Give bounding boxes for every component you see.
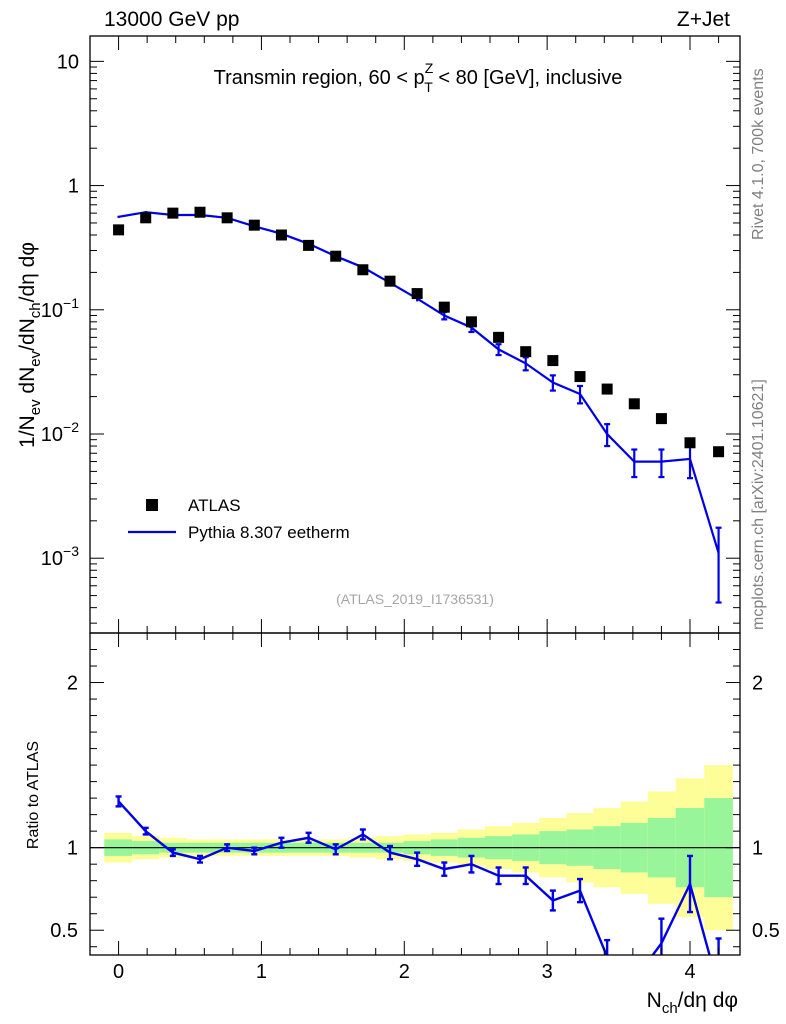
ratio-error-bar bbox=[359, 828, 366, 841]
main-panel: 10 1 10−1 10−2 10−3 Transmin region, 60 < pZ… bbox=[16, 35, 741, 634]
legend-entry-pythia: Pythia 8.307 eetherm bbox=[188, 523, 350, 542]
ratio-error-bar bbox=[414, 851, 421, 868]
chart-title: Transmin region, 60 < pZ T < 80 [GeV], in… bbox=[214, 60, 623, 95]
ratio-y-axis-label: Ratio to ATLAS bbox=[25, 741, 42, 849]
x-tick-label: 1 bbox=[256, 961, 267, 983]
ratio-error-bar bbox=[441, 861, 448, 877]
collision-energy-label: 13000 GeV pp bbox=[104, 8, 239, 31]
ratio-frame bbox=[89, 632, 741, 956]
ratio-y-tick-label-right: 0.5 bbox=[752, 920, 780, 942]
atlas-data-point bbox=[713, 446, 725, 458]
atlas-data-point bbox=[684, 437, 696, 449]
ratio-x-ticks: 0 1 2 3 4 bbox=[89, 633, 720, 983]
ratio-error-bar bbox=[251, 846, 258, 856]
mc-error-bar bbox=[687, 443, 693, 480]
atlas-data-point bbox=[330, 250, 342, 262]
main-y-ticks: 10 1 10−1 10−2 10−3 bbox=[41, 51, 740, 624]
atlas-data-point bbox=[628, 398, 640, 410]
atlas-data-point bbox=[411, 288, 423, 300]
ratio-error-bar bbox=[631, 960, 637, 988]
atlas-data-point bbox=[465, 316, 477, 328]
analysis-id-label: (ATLAS_2019_I1736531) bbox=[336, 591, 494, 607]
x-tick-label: 3 bbox=[542, 961, 553, 983]
ratio-panel: 0.5 0.5 1 1 2 2 0 1 2 3 4 Ratio to ATLAS Nch/dη d… bbox=[25, 632, 780, 1017]
main-y-axis-label: 1/Nev dNev/dNch/dη dφ bbox=[16, 242, 44, 448]
atlas-data-point bbox=[520, 346, 532, 358]
mcplots-label: mcplots.cern.ch [arXiv:2401.10621] bbox=[750, 379, 767, 630]
main-frame bbox=[89, 35, 741, 634]
main-y-tick-label: 1 bbox=[68, 176, 79, 198]
ratio-error-bar bbox=[715, 937, 722, 955]
ratio-error-bar bbox=[142, 826, 149, 836]
atlas-data-point bbox=[140, 212, 152, 224]
main-y-tick-label: 10 bbox=[57, 51, 79, 73]
atlas-data-point bbox=[655, 413, 667, 425]
x-tick-label: 2 bbox=[399, 961, 410, 983]
ratio-error-bar bbox=[305, 831, 312, 844]
atlas-data-point bbox=[248, 219, 260, 231]
atlas-data-point bbox=[438, 301, 450, 313]
x-tick-label: 4 bbox=[684, 961, 695, 983]
atlas-data-point bbox=[167, 207, 179, 219]
mc-error-bar bbox=[604, 423, 611, 448]
legend: ATLAS Pythia 8.307 eetherm bbox=[128, 496, 350, 542]
rivet-version-label: Rivet 4.1.0, 700k events bbox=[750, 68, 767, 240]
ratio-error-bar bbox=[197, 854, 203, 864]
main-y-tick-label: 10−2 bbox=[41, 419, 79, 446]
atlas-data-point bbox=[493, 331, 505, 343]
main-series-layer bbox=[113, 206, 725, 604]
mc-error-bar bbox=[549, 374, 556, 392]
ratio-error-bar bbox=[387, 844, 393, 861]
ratio-y-tick-label-left: 1 bbox=[67, 838, 78, 860]
ratio-error-bar bbox=[115, 795, 122, 808]
atlas-data-point bbox=[547, 355, 559, 367]
ratio-error-bar bbox=[549, 889, 556, 912]
ratio-y-ticks: 0.5 0.5 1 1 2 2 bbox=[50, 632, 780, 948]
atlas-data-point bbox=[221, 212, 233, 224]
ratio-error-bar bbox=[278, 836, 285, 849]
ratio-error-bar bbox=[522, 866, 529, 886]
mc-error-bar bbox=[658, 448, 665, 479]
atlas-data-point bbox=[357, 264, 369, 276]
atlas-data-point bbox=[275, 229, 287, 241]
legend-entry-atlas: ATLAS bbox=[188, 496, 241, 515]
atlas-data-point bbox=[303, 239, 315, 251]
ratio-y-tick-label-right: 1 bbox=[752, 838, 763, 860]
atlas-data-point bbox=[113, 224, 125, 236]
mc-error-bar bbox=[495, 343, 502, 357]
mc-error-bar bbox=[715, 526, 722, 604]
ratio-series-layer bbox=[115, 795, 722, 988]
legend-data-marker bbox=[146, 499, 158, 511]
main-x-ticks bbox=[89, 36, 720, 633]
atlas-data-point bbox=[574, 371, 586, 383]
atlas-data-point bbox=[194, 206, 206, 218]
x-axis-label: Nch/dη dφ bbox=[647, 989, 738, 1017]
ratio-error-bar bbox=[332, 843, 339, 856]
main-y-tick-label: 10−3 bbox=[41, 543, 79, 570]
mc-error-bar bbox=[577, 384, 583, 405]
ratio-error-bar bbox=[577, 877, 583, 904]
ratio-error-bar bbox=[495, 866, 502, 886]
ratio-error-bar bbox=[658, 917, 665, 955]
mc-error-bar bbox=[522, 356, 529, 372]
ratio-error-bar bbox=[687, 854, 693, 914]
ratio-error-bar bbox=[224, 843, 231, 853]
ratio-y-tick-label-left: 0.5 bbox=[50, 920, 78, 942]
atlas-data-point bbox=[384, 275, 396, 287]
ratio-y-tick-label-right: 2 bbox=[752, 673, 763, 695]
x-tick-label: 0 bbox=[113, 961, 124, 983]
mc-error-bar bbox=[631, 448, 638, 479]
main-y-tick-label: 10−1 bbox=[41, 295, 79, 322]
ratio-error-bar bbox=[468, 854, 475, 874]
ratio-error-bar bbox=[604, 938, 611, 955]
ratio-y-tick-label-left: 2 bbox=[67, 673, 78, 695]
process-label: Z+Jet bbox=[677, 8, 730, 31]
atlas-data-point bbox=[601, 383, 613, 395]
ratio-error-bar bbox=[169, 848, 176, 858]
